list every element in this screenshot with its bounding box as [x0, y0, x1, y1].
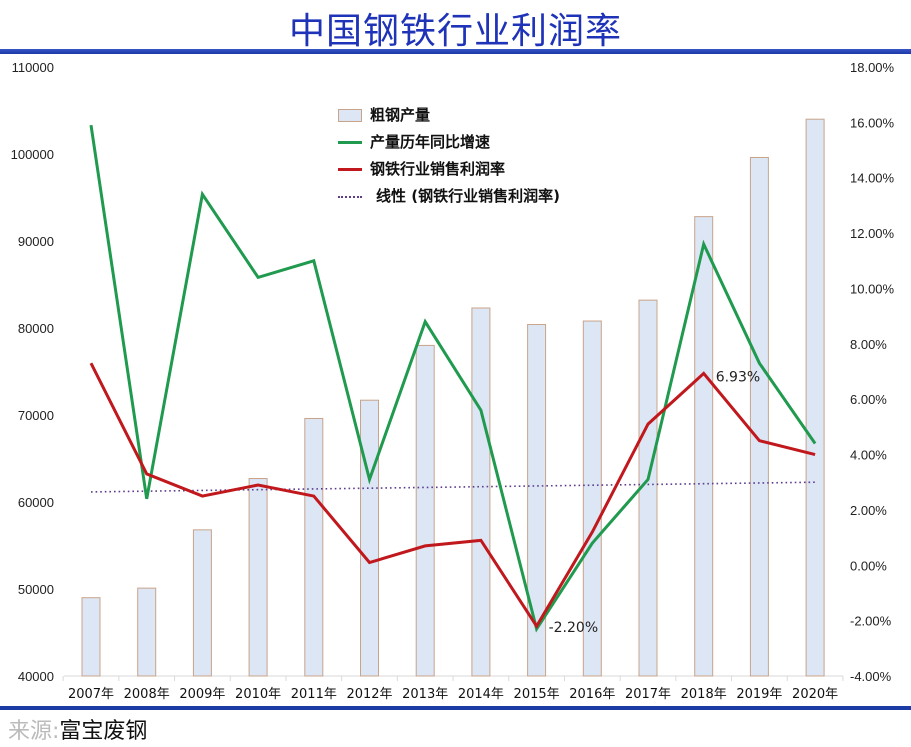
bar: [527, 324, 547, 677]
title-divider: [0, 49, 911, 54]
dotted-line-swatch-icon: [338, 195, 362, 198]
legend-item-profit: 钢铁行业销售利润率: [338, 156, 560, 183]
right-tick-label: 2.00%: [850, 503, 887, 518]
right-tick-label: 4.00%: [850, 448, 887, 463]
line-series-yoy-growth: [89, 124, 817, 633]
category-label: 2016年: [569, 687, 615, 702]
category-label: 2007年: [68, 687, 114, 702]
bar: [248, 478, 268, 677]
right-tick-label: 18.00%: [850, 60, 895, 75]
bar: [360, 399, 379, 677]
red-line-swatch-icon: [338, 168, 362, 171]
line-series-profit-margin: [89, 362, 816, 630]
source-note: 来源:富宝废钢: [8, 713, 147, 745]
legend-label: 产量历年同比增速: [370, 133, 491, 151]
category-label: 2011年: [291, 687, 337, 702]
x-axis-ticks: [62, 676, 844, 681]
right-tick-label: -4.00%: [850, 669, 892, 684]
green-line-swatch-icon: [338, 141, 362, 144]
left-tick-label: 40000: [18, 669, 54, 684]
right-tick-label: 0.00%: [850, 558, 887, 573]
data-labels: -2.20% 6.93%: [549, 369, 761, 636]
left-tick-label: 80000: [18, 321, 54, 336]
bar: [304, 417, 324, 677]
category-label: 2009年: [179, 687, 225, 702]
right-tick-label: 10.00%: [850, 281, 895, 296]
category-label: 2018年: [681, 687, 727, 702]
bar-swatch-icon: [338, 109, 362, 122]
category-label: 2019年: [736, 687, 782, 702]
bar: [137, 587, 157, 677]
category-label: 2017年: [625, 687, 671, 702]
bar-series-crude-steel-output: [81, 118, 825, 677]
legend-label: 粗钢产量: [370, 106, 431, 124]
legend-item-trend: 线性 (钢铁行业销售利润率): [338, 183, 560, 210]
legend-item-growth: 产量历年同比增速: [338, 129, 560, 156]
left-tick-label: 70000: [18, 408, 54, 423]
source-label: 来源:: [8, 719, 60, 744]
left-tick-label: 60000: [18, 495, 54, 510]
bar: [749, 156, 769, 677]
data-label: -2.20%: [549, 620, 599, 636]
legend: 粗钢产量 产量历年同比增速 钢铁行业销售利润率 线性 (钢铁行业销售利润率): [338, 102, 560, 210]
category-label: 2012年: [346, 687, 392, 702]
chart-area: 110000 100000 90000 80000 70000 60000 50000 400…: [11, 60, 895, 702]
bar: [582, 320, 602, 677]
data-label: 6.93%: [716, 369, 760, 385]
right-tick-label: -2.00%: [850, 614, 892, 629]
trendline-profit-margin: [90, 481, 816, 493]
legend-item-output: 粗钢产量: [338, 102, 560, 129]
bar: [192, 529, 212, 677]
left-tick-label: 110000: [12, 60, 54, 75]
right-axis: 18.00% 16.00% 14.00% 12.00% 10.00% 8.00% 6.00%…: [850, 60, 895, 684]
bar: [471, 307, 491, 677]
legend-label: 钢铁行业销售利润率: [370, 160, 506, 178]
category-label: 2010年: [235, 687, 281, 702]
right-tick-label: 16.00%: [850, 115, 895, 130]
x-axis-labels: 2007年 2008年 2009年 2010年 2011年 2012年 2013年 2014年…: [68, 687, 838, 702]
right-tick-label: 6.00%: [850, 392, 887, 407]
bar: [81, 597, 101, 677]
category-label: 2014年: [458, 687, 504, 702]
bar: [415, 344, 435, 677]
right-tick-label: 12.00%: [850, 226, 895, 241]
chart-title: 中国钢铁行业利润率: [288, 11, 622, 52]
bar: [805, 118, 825, 677]
left-tick-label: 100000: [11, 147, 54, 162]
category-label: 2008年: [124, 687, 170, 702]
legend-label: 线性 (钢铁行业销售利润率): [376, 187, 560, 205]
left-tick-label: 50000: [18, 582, 54, 597]
bar: [694, 216, 714, 677]
category-label: 2013年: [402, 687, 448, 702]
left-tick-label: 90000: [18, 234, 54, 249]
footer-divider: [0, 706, 911, 710]
category-label: 2015年: [514, 687, 560, 702]
category-label: 2020年: [792, 687, 838, 702]
source-value: 富宝废钢: [59, 719, 148, 744]
right-tick-label: 8.00%: [850, 337, 887, 352]
right-tick-label: 14.00%: [850, 171, 895, 186]
left-axis: 110000 100000 90000 80000 70000 60000 50000 400…: [11, 60, 54, 684]
